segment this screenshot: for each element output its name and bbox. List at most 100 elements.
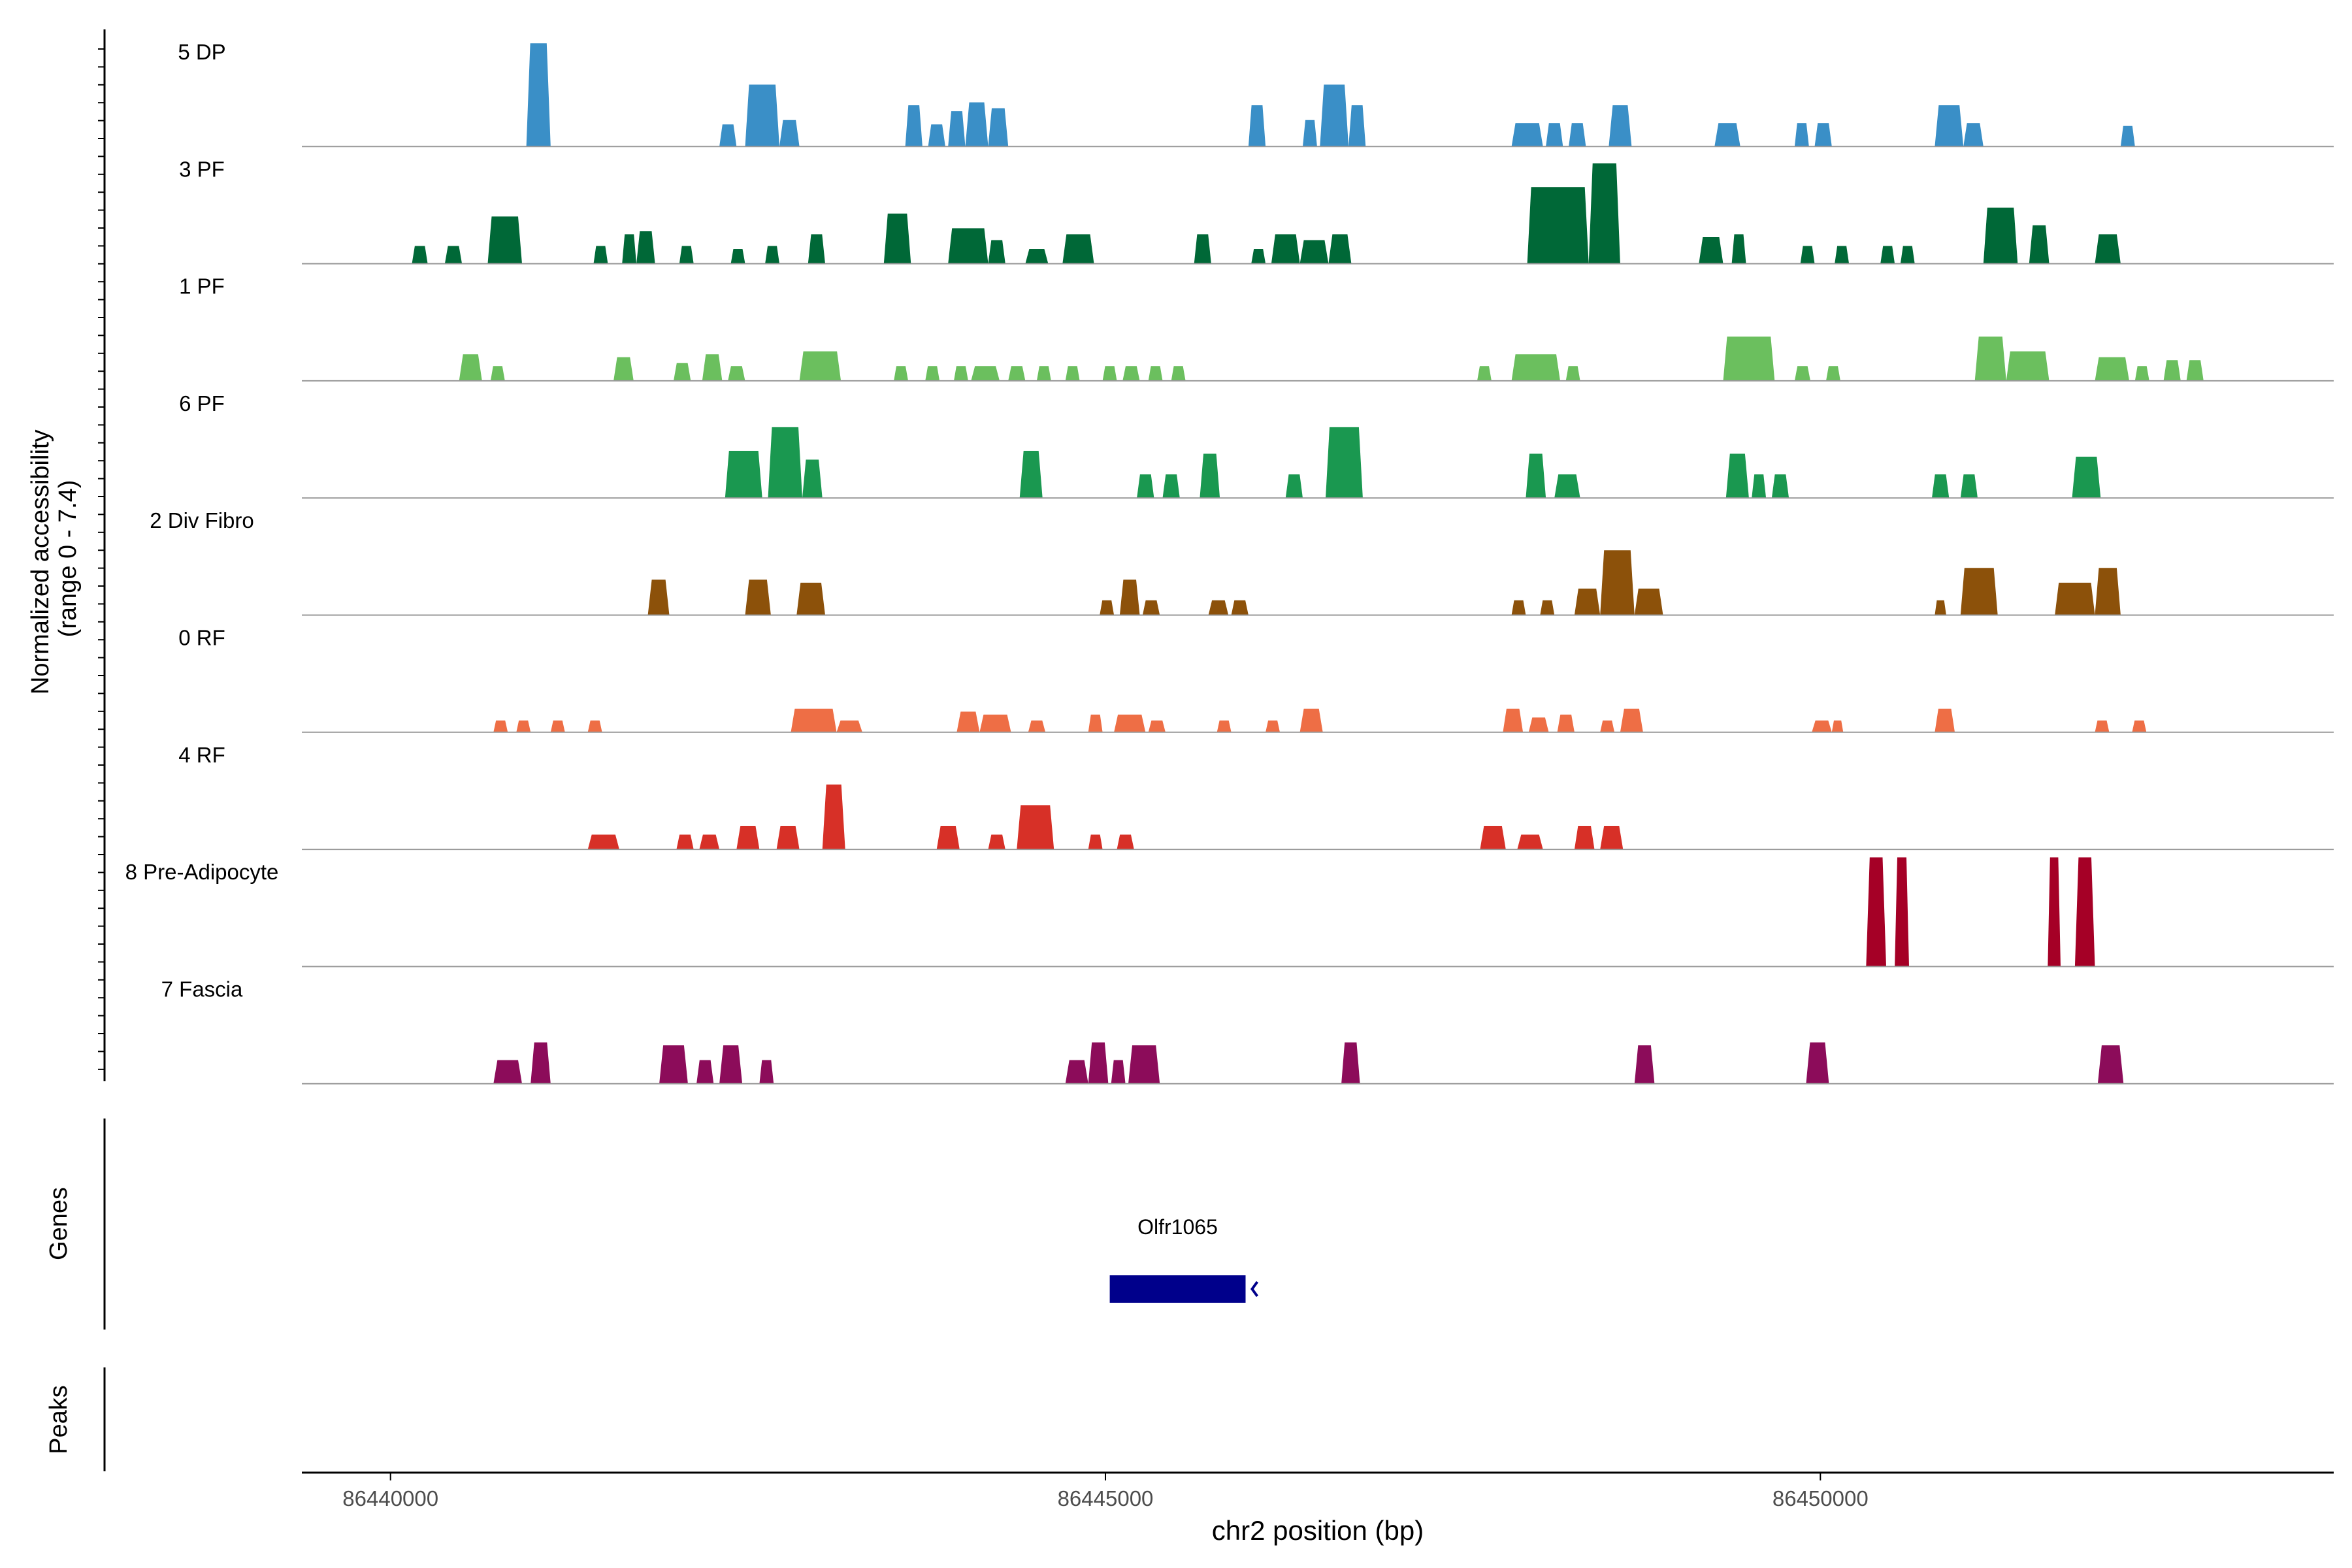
coverage-peak <box>674 363 691 381</box>
coverage-peak <box>2095 234 2121 264</box>
coverage-peak <box>493 720 508 732</box>
coverage-peak <box>1065 1060 1088 1084</box>
coverage-peak <box>1320 84 1349 147</box>
coverage-peak <box>1065 366 1080 381</box>
track-1-pf: 1 PF <box>179 274 2334 382</box>
coverage-peak <box>1935 600 1946 615</box>
coverage-peak <box>765 246 779 264</box>
gene-body <box>1109 1275 1246 1303</box>
coverage-peak <box>1527 187 1589 264</box>
coverage-peak <box>2095 357 2129 381</box>
coverage-peak <box>2006 351 2050 381</box>
coverage-peak <box>1036 366 1051 381</box>
coverage-peak <box>776 826 800 850</box>
coverage-peak <box>1771 474 1789 498</box>
coverage-peak <box>1569 123 1586 147</box>
coverage-peak <box>1217 720 1232 732</box>
coverage-peak <box>1208 600 1229 615</box>
coverage-peak <box>1794 123 1809 147</box>
coverage-peak <box>1725 453 1749 498</box>
coverage-peak <box>836 720 862 732</box>
track-5-dp: 5 DP <box>178 40 2334 148</box>
coverage-peak <box>728 366 745 381</box>
coverage-peak <box>2163 360 2181 381</box>
coverage-peak <box>979 714 1011 732</box>
coverage-peak <box>1609 105 1632 147</box>
coverage-peak <box>1714 123 1740 147</box>
coverage-peak <box>1148 720 1166 732</box>
coverage-peak <box>412 246 428 264</box>
track-label: 7 Fascia <box>161 977 243 1001</box>
track-8-pre-adipocyte: 8 Pre-Adipocyte <box>125 857 2334 968</box>
coverage-peak <box>1088 834 1103 850</box>
gene-track: Olfr1065 <box>1109 1215 1259 1303</box>
coverage-peak <box>988 108 1009 147</box>
coverage-y-axis-label: Normalized accessibility (range 0 - 7.4) <box>27 423 82 694</box>
coverage-peak <box>1194 234 1211 264</box>
coverage-peak <box>894 366 908 381</box>
coverage-peak <box>1974 336 2006 381</box>
coverage-peak <box>1231 600 1249 615</box>
coverage-peak <box>2029 225 2050 264</box>
coverage-peak <box>1122 366 1140 381</box>
coverage-peak <box>1600 826 1624 850</box>
coverage-peak <box>702 354 723 381</box>
coverage-peak <box>883 213 911 264</box>
coverage-peak <box>1554 474 1580 498</box>
coverage-peak <box>988 834 1005 850</box>
coverage-peak <box>948 111 966 147</box>
coverage-peak <box>1588 163 1620 264</box>
coverage-peak <box>1341 1042 1360 1084</box>
coverage-peak <box>526 43 551 147</box>
coverage-peak <box>759 1060 774 1084</box>
track-label: 3 PF <box>179 157 225 181</box>
coverage-peak <box>965 102 988 147</box>
coverage-peak <box>1114 714 1146 732</box>
coverage-peak <box>1800 246 1815 264</box>
coverage-peak <box>719 1045 743 1084</box>
coverage-peak <box>1102 366 1117 381</box>
coverage-peak <box>796 582 825 615</box>
coverage-peak <box>593 246 608 264</box>
coverage-peak <box>2097 1045 2124 1084</box>
coverage-peak <box>730 249 745 264</box>
coverage-peak <box>1699 237 1723 264</box>
coverage-peak <box>1866 857 1886 967</box>
track-label: 5 DP <box>178 40 225 64</box>
coverage-peak <box>736 826 760 850</box>
peaks-panel-label: Peaks <box>45 1385 73 1454</box>
coverage-peak <box>1503 708 1524 732</box>
coverage-peak <box>928 124 945 147</box>
track-7-fascia: 7 Fascia <box>161 977 2334 1085</box>
coverage-peak <box>802 459 823 498</box>
coverage-peak <box>2095 720 2110 732</box>
gene-olfr1065: Olfr1065 <box>1109 1215 1259 1303</box>
coverage-peak <box>550 720 565 732</box>
coverage-peak <box>1574 826 1595 850</box>
coverage-peak <box>1128 1045 1160 1084</box>
coverage-peak <box>676 834 694 850</box>
coverage-y-ticks <box>98 48 105 1070</box>
track-label: 1 PF <box>179 274 225 299</box>
coverage-peak <box>1111 1060 1126 1084</box>
coverage-peak <box>1100 600 1115 615</box>
coverage-peak <box>516 720 531 732</box>
coverage-peak <box>745 580 771 615</box>
coverage-peak <box>1574 588 1601 615</box>
coverage-peak <box>1565 366 1580 381</box>
coverage-peak <box>1326 427 1363 498</box>
coverage-peak <box>1299 240 1329 264</box>
coverage-peak <box>1200 453 1220 498</box>
x-tick-label: 86440000 <box>342 1486 438 1511</box>
genes-panel-label: Genes <box>45 1187 73 1260</box>
track-2-div-fibro: 2 Div Fibro <box>150 508 2334 616</box>
track-label: 2 Div Fibro <box>150 508 254 532</box>
coverage-peak <box>1142 600 1160 615</box>
coverage-y-axis-label-line2: (range 0 - 7.4) <box>54 480 82 638</box>
coverage-peak <box>487 216 522 264</box>
track-label: 8 Pre-Adipocyte <box>125 860 279 884</box>
coverage-peak <box>659 1045 688 1084</box>
coverage-peak <box>1546 123 1563 147</box>
coverage-peak <box>587 834 619 850</box>
